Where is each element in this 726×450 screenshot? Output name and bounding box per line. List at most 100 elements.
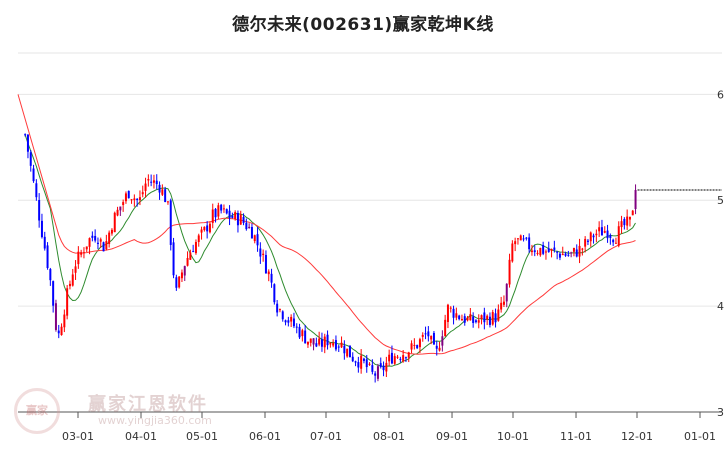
candle-body [567,254,570,256]
candle-body [217,205,220,217]
candle-body [130,199,133,201]
candle-body [256,234,259,246]
candle-body [110,229,113,234]
candle-body [561,253,564,256]
candle-body [52,281,55,306]
y-tick-label-5: 5 [717,194,724,207]
candle-body [273,284,276,303]
candle-body [343,345,346,354]
candle-body [32,168,35,182]
candle-body [432,332,435,345]
candle-body [264,254,267,274]
candle-body [486,315,489,320]
candle-body [572,247,575,252]
candle-body [536,252,539,254]
candle-body [410,343,413,350]
candle-body [85,246,88,250]
candle-body [547,248,550,252]
candle-body [612,239,615,243]
candle-body [74,266,77,273]
candle-body [631,210,634,216]
candle-body [539,247,542,256]
candle-body [337,346,340,348]
candle-body [424,333,427,335]
x-tick-label-08-01: 08-01 [373,430,405,443]
candle-body [180,272,183,279]
candle-body [309,338,312,343]
candle-body [365,359,368,368]
candle-body [376,366,379,379]
candle-body [144,183,147,191]
candle-body [553,247,556,250]
candle-body [393,356,396,364]
candle-body [575,249,578,257]
candle-body [290,316,293,322]
candle-body [178,276,181,288]
x-tick-label-12-01: 12-01 [621,430,653,443]
candle-body [418,339,421,348]
candle-body [516,238,519,240]
candle-body [617,226,620,246]
candle-body [626,216,629,226]
candle-body [421,334,424,337]
candle-body [150,181,153,183]
candle-body [124,193,127,202]
candle-body [326,334,329,346]
candle-body [402,355,405,362]
candle-body [91,235,94,238]
candle-body [220,204,223,211]
candle-body [399,358,402,360]
candle-body [183,266,186,276]
candle-body [306,341,309,345]
candle-body [298,326,301,338]
candle-body [127,190,130,199]
candle-body [505,283,508,302]
candle-body [49,269,52,281]
candle-body [556,251,559,253]
candle-body [606,230,609,239]
x-tick-label-01-01: 01-01 [684,430,716,443]
candle-body [281,311,284,320]
candle-body [455,313,458,318]
x-tick-label-09-01: 09-01 [436,430,468,443]
candle-body [164,189,167,203]
y-tick-label-6: 6 [717,88,724,101]
candle-body [105,241,108,250]
candle-body [472,316,475,323]
candle-body [600,227,603,236]
candle-body [287,320,290,323]
candle-body [466,317,469,321]
candle-body [416,345,419,349]
candle-body [236,213,239,226]
candle-body [598,227,601,232]
candle-body [477,320,480,323]
candle-body [94,235,97,241]
candle-body [63,314,66,328]
candle-body [371,365,374,372]
candle-body [77,251,80,265]
candle-body [519,235,522,241]
candle-body [82,252,85,254]
candle-body [368,363,371,365]
candle-body [357,362,360,368]
candle-body [71,274,74,286]
candle-body [248,226,251,229]
candle-body [312,338,315,345]
candle-body [304,330,307,344]
candle-body [396,356,399,358]
candle-body [609,235,612,239]
candle-body [214,208,217,218]
candle-body [239,214,242,225]
candle-body [586,240,589,242]
candle-body [570,252,573,254]
candle-body [29,152,32,166]
x-tick-label-03-01: 03-01 [62,430,94,443]
candle-body [494,313,497,323]
candle-body [390,352,393,364]
candle-body [108,232,111,244]
candle-body [323,336,326,348]
x-tick-label-07-01: 07-01 [310,430,342,443]
candle-body [385,362,388,372]
candle-body [225,209,228,214]
candle-body [211,209,214,223]
